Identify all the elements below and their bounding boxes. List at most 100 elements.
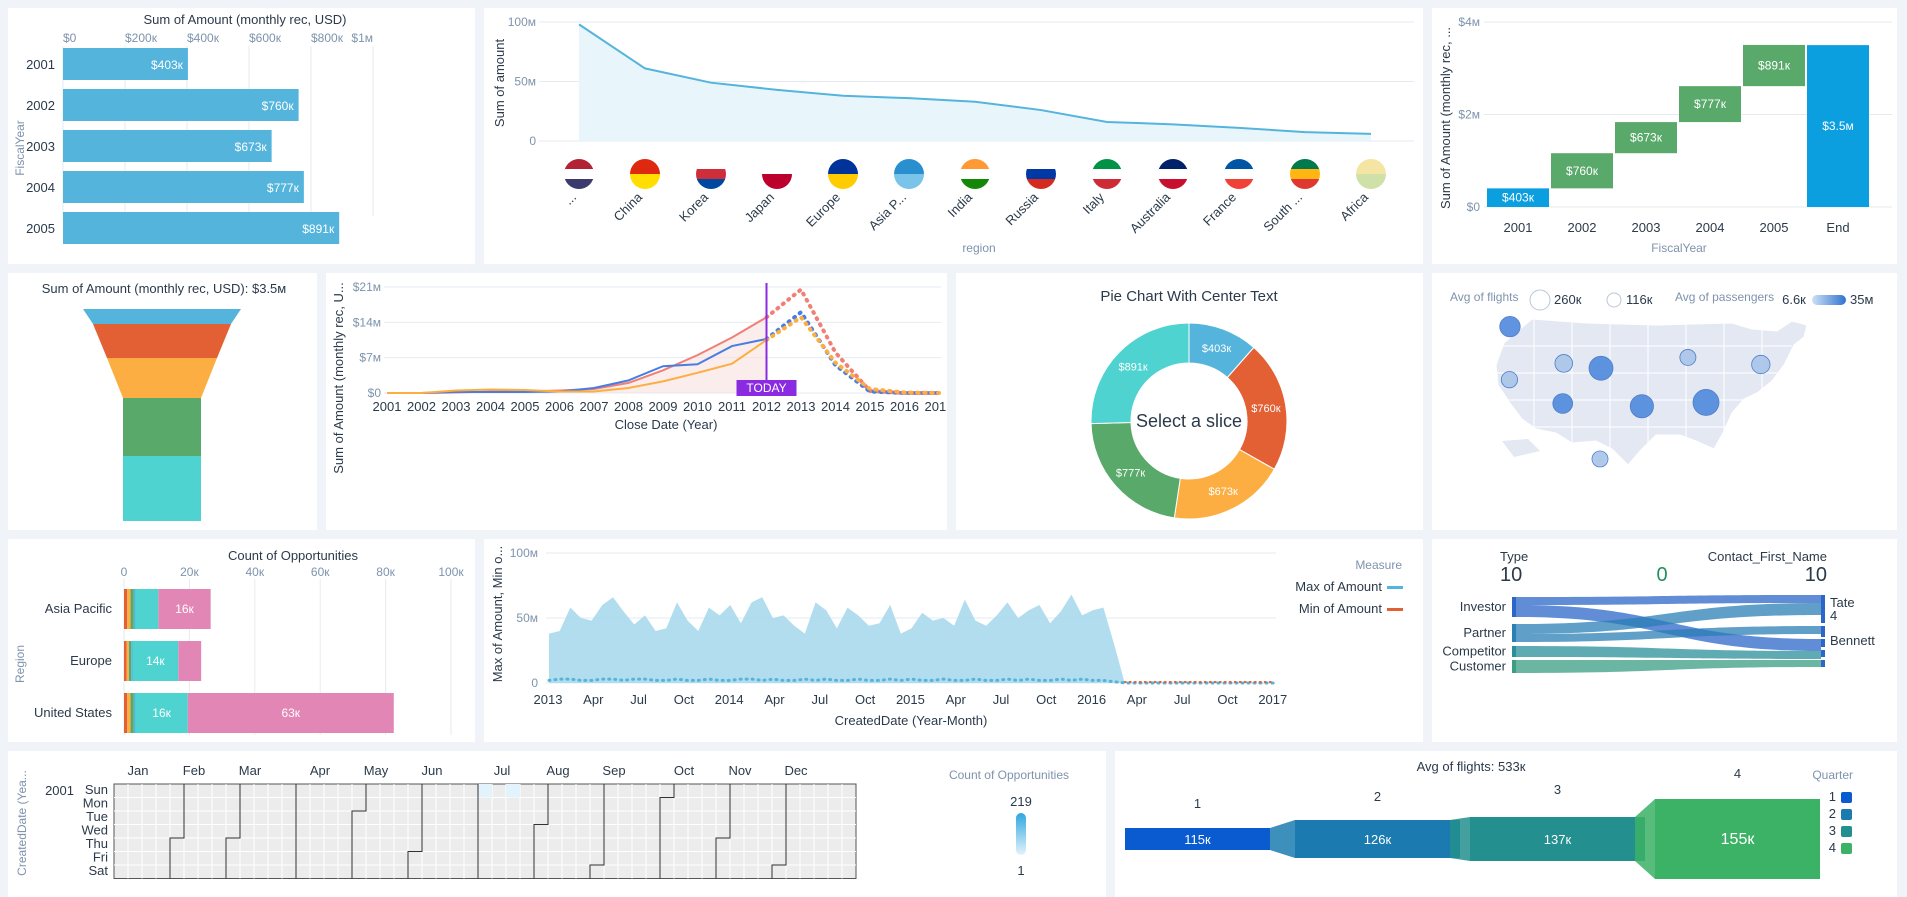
legend-bubble-small <box>1606 292 1622 308</box>
region-area-panel: 0 50м 100м Sum of amount... China Korea Japan E… <box>484 8 1423 264</box>
legend-swatch <box>1841 843 1852 854</box>
legend-bubble-large <box>1529 289 1551 311</box>
segment-value-label: 115к <box>1184 832 1211 847</box>
legend-flights-label: Avg of flights <box>1450 290 1518 304</box>
legend-swatch <box>1841 826 1852 837</box>
waterfall-bar <box>1615 122 1677 154</box>
bar <box>63 171 304 203</box>
flag-icon <box>1356 159 1386 189</box>
bar-value-label: $403к <box>151 58 184 72</box>
stacked-bar-segment <box>135 589 159 629</box>
sankey-link <box>1516 660 1821 673</box>
target-label: Tate <box>1830 595 1855 610</box>
category-label: 2003 <box>26 139 55 154</box>
y-tick-label: 100м <box>508 15 536 29</box>
x-tick-label: 80к <box>376 565 395 579</box>
x-tick-label: Jul <box>993 692 1010 707</box>
category-label: 2002 <box>26 98 55 113</box>
series-line <box>387 338 767 394</box>
category-label: 2004 <box>26 180 55 195</box>
stacked-bar-segment <box>133 693 136 733</box>
flag-icon <box>1092 159 1122 189</box>
month-label: May <box>364 763 389 778</box>
bar-value-label: 63к <box>281 706 300 720</box>
us-shape <box>1495 318 1808 466</box>
chart-title: Count of Opportunities <box>228 548 359 563</box>
chart-title: Avg of flights: 533к <box>1417 759 1526 774</box>
segment-value-label: 155к <box>1721 831 1756 848</box>
source-label: Partner <box>1463 625 1506 640</box>
y-tick-label: $4м <box>1458 15 1480 29</box>
month-boundary <box>351 784 367 879</box>
x-tick-label: $600к <box>249 31 282 45</box>
legend-flights-max: 260к <box>1554 292 1582 307</box>
y-tick-label: 0 <box>531 676 538 690</box>
map-bubble <box>1499 315 1521 338</box>
calendar-heatmap-panel: CreatedDate (Yea... 2001 Sun Mon Tue Wed Thu Fr… <box>8 751 1106 897</box>
alaska-shape <box>1502 439 1540 457</box>
y-axis-label: Max of Amount, Min o... <box>490 546 505 683</box>
slice-label: $760к <box>1251 403 1280 415</box>
legend-item-label: 1 <box>1829 789 1836 804</box>
stacked-bar-segment <box>130 693 134 733</box>
category-label: Korea <box>676 189 712 225</box>
y-tick-label: 50м <box>516 611 538 625</box>
month-label: Oct <box>674 763 695 778</box>
stacked-bar-segment <box>187 693 394 733</box>
month-boundary <box>659 784 675 879</box>
calendar-grid <box>113 783 857 879</box>
x-tick-label: 2013 <box>534 692 563 707</box>
category-label: 2001 <box>26 57 55 72</box>
map-bubble <box>1692 389 1720 416</box>
x-tick-label: 2016 <box>890 399 919 414</box>
x-axis-label: CreatedDate (Year-Month) <box>835 713 988 728</box>
waterfall-bar <box>1551 153 1613 189</box>
month-label: Mar <box>239 763 262 778</box>
legend-title: Quarter <box>1812 768 1853 782</box>
x-tick-label: Jul <box>811 692 828 707</box>
x-tick-label: 2009 <box>649 399 678 414</box>
area-line <box>578 23 1372 135</box>
flag-icon <box>630 159 660 189</box>
funnel-segment <box>107 358 217 398</box>
waterfall-bar <box>1807 45 1869 207</box>
x-tick-label: 2003 <box>442 399 471 414</box>
legend-title: Measure <box>1355 558 1402 572</box>
stacked-bar-segment <box>135 693 188 733</box>
x-tick-label: 2010 <box>683 399 712 414</box>
us-map-panel: Avg of flights 260к 116к Avg of passengers 6… <box>1432 273 1897 530</box>
sankey-link <box>1516 646 1821 659</box>
target-label: Bennett <box>1830 633 1875 648</box>
bar-value-label: $673к <box>235 140 268 154</box>
series-forecast-line <box>764 314 941 395</box>
year-label: 2001 <box>45 783 74 798</box>
segment-category-label: 4 <box>1734 766 1741 781</box>
day-label: Wed <box>82 823 109 838</box>
min-amount-line <box>547 677 1276 685</box>
segment-value-label: 126к <box>1364 832 1392 847</box>
quarter-funnel-chart: Avg of flights: 533к 115к 1 126к 2 137к 3 155к 4… <box>1125 759 1853 879</box>
x-tick-label: $0 <box>63 31 77 45</box>
legend-flights-min: 116к <box>1626 292 1653 307</box>
month-boundary <box>169 784 185 879</box>
category-label: United States <box>34 705 113 720</box>
source-title: Type <box>1500 549 1528 564</box>
funnel-transition <box>1450 817 1470 861</box>
center-text: Select a slice <box>1136 411 1242 431</box>
y-tick-label: $7м <box>359 351 381 365</box>
month-boundary <box>589 784 605 879</box>
x-tick-label: 40к <box>245 565 264 579</box>
close-date-line-chart: $0 $7м $14м $21м Sum of Amount (monthly rec,… <box>331 280 947 474</box>
target-node <box>1821 626 1825 637</box>
y-tick-label: $2м <box>1458 108 1480 122</box>
legend-max: 219 <box>1010 794 1032 809</box>
pie-panel: Pie Chart With Center Text $403к $760к $673… <box>956 273 1423 530</box>
x-tick-label: 100к <box>438 565 464 579</box>
sankey-link <box>1516 603 1821 634</box>
target-node <box>1821 639 1825 647</box>
category-label: Australia <box>1127 189 1174 236</box>
x-tick-label: 0 <box>121 565 128 579</box>
x-tick-label: $400к <box>187 31 220 45</box>
x-tick-label: Apr <box>764 692 785 707</box>
x-axis-label: region <box>962 241 995 255</box>
